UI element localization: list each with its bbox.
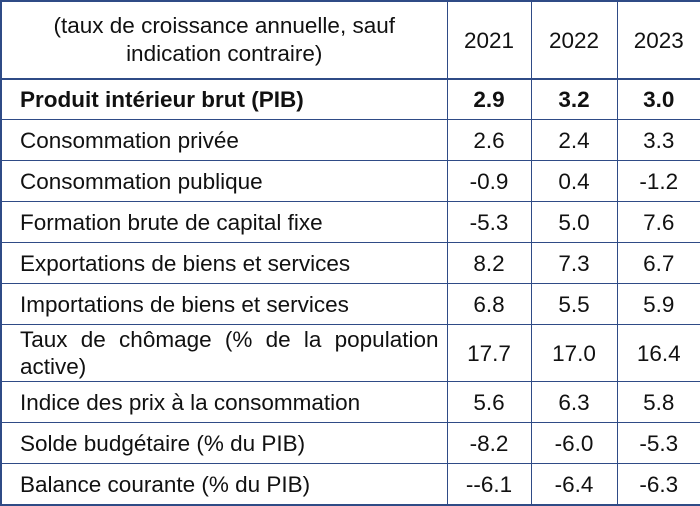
value-2022: 2.4 xyxy=(530,119,618,162)
table-row-unemployment: Taux de chômage (% de la population acti… xyxy=(0,324,700,383)
table-row-current-account: Balance courante (% du PIB) --6.1 -6.4 -… xyxy=(0,463,700,506)
row-label: Importations de biens et services xyxy=(0,283,448,326)
row-label: Taux de chômage (% de la population acti… xyxy=(0,324,448,383)
value-2023: 6.7 xyxy=(616,242,700,285)
value-2023: 16.4 xyxy=(616,324,700,383)
value-2023: 5.8 xyxy=(616,381,700,424)
value-2023: 3.0 xyxy=(616,78,700,121)
value-2023: -5.3 xyxy=(616,422,700,465)
value-2022: 0.4 xyxy=(530,160,618,203)
value-2021: 5.6 xyxy=(446,381,532,424)
value-2021: --6.1 xyxy=(446,463,532,506)
header-row: (taux de croissance annuelle, sauf indic… xyxy=(0,0,700,80)
table-row-public-consumption: Consommation publique -0.9 0.4 -1.2 xyxy=(0,160,700,203)
row-label: Solde budgétaire (% du PIB) xyxy=(0,422,448,465)
value-2021: -8.2 xyxy=(446,422,532,465)
value-2023: 3.3 xyxy=(616,119,700,162)
row-label: Consommation privée xyxy=(0,119,448,162)
row-label: Balance courante (% du PIB) xyxy=(0,463,448,506)
table-row-gdp: Produit intérieur brut (PIB) 2.9 3.2 3.0 xyxy=(0,78,700,121)
value-2021: 2.9 xyxy=(446,78,532,121)
value-2023: -1.2 xyxy=(616,160,700,203)
row-label: Formation brute de capital fixe xyxy=(0,201,448,244)
year-2021-header: 2021 xyxy=(446,0,532,80)
value-2023: 5.9 xyxy=(616,283,700,326)
table-row-exports: Exportations de biens et services 8.2 7.… xyxy=(0,242,700,285)
table-row-imports: Importations de biens et services 6.8 5.… xyxy=(0,283,700,326)
value-2021: -0.9 xyxy=(446,160,532,203)
value-2022: 7.3 xyxy=(530,242,618,285)
year-2022-header: 2022 xyxy=(530,0,618,80)
year-2023-header: 2023 xyxy=(616,0,700,80)
table-row-budget-balance: Solde budgétaire (% du PIB) -8.2 -6.0 -5… xyxy=(0,422,700,465)
row-label: Produit intérieur brut (PIB) xyxy=(0,78,448,121)
value-2023: -6.3 xyxy=(616,463,700,506)
value-2022: 5.0 xyxy=(530,201,618,244)
value-2021: 8.2 xyxy=(446,242,532,285)
row-label: Exportations de biens et services xyxy=(0,242,448,285)
value-2022: 6.3 xyxy=(530,381,618,424)
table-row-private-consumption: Consommation privée 2.6 2.4 3.3 xyxy=(0,119,700,162)
value-2022: 3.2 xyxy=(530,78,618,121)
table-row-gross-fixed-capital: Formation brute de capital fixe -5.3 5.0… xyxy=(0,201,700,244)
value-2023: 7.6 xyxy=(616,201,700,244)
value-2022: 5.5 xyxy=(530,283,618,326)
table-row-cpi: Indice des prix à la consommation 5.6 6.… xyxy=(0,381,700,424)
table-caption: (taux de croissance annuelle, sauf indic… xyxy=(0,0,448,80)
value-2022: -6.4 xyxy=(530,463,618,506)
value-2022: -6.0 xyxy=(530,422,618,465)
value-2021: 2.6 xyxy=(446,119,532,162)
value-2021: -5.3 xyxy=(446,201,532,244)
row-label: Consommation publique xyxy=(0,160,448,203)
value-2021: 17.7 xyxy=(446,324,532,383)
row-label: Indice des prix à la consommation xyxy=(0,381,448,424)
value-2021: 6.8 xyxy=(446,283,532,326)
value-2022: 17.0 xyxy=(530,324,618,383)
